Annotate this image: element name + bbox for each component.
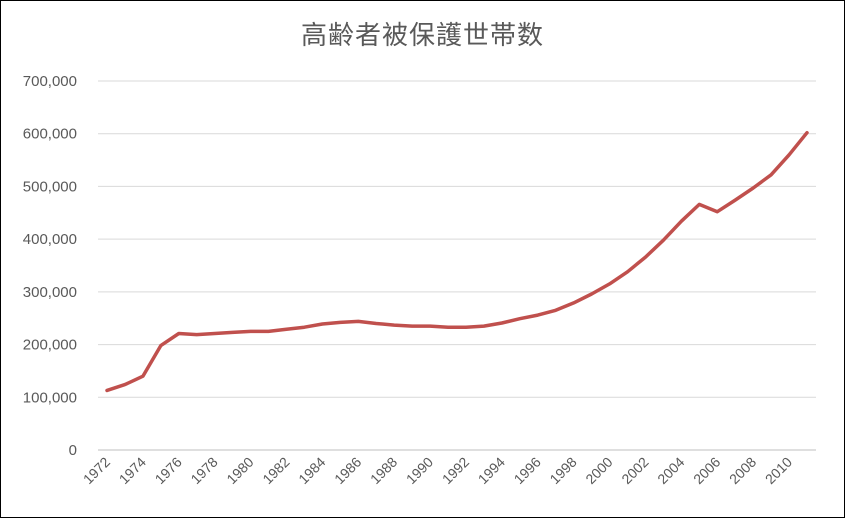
x-tick-label: 1988 [367,454,400,487]
chart-title: 高齢者被保護世帯数 [300,21,544,51]
y-tick-label: 300,000 [23,284,77,301]
x-tick-label: 2004 [654,454,687,487]
x-tick-label: 1996 [511,454,544,487]
y-tick-label: 600,000 [23,126,77,143]
y-tick-label: 700,000 [23,73,77,90]
x-tick-label: 1986 [331,454,364,487]
x-tick-label: 1984 [295,454,328,487]
y-tick-label: 200,000 [23,337,77,354]
x-tick-label: 1990 [403,454,436,487]
x-tick-label: 1974 [116,454,149,487]
series-line [105,130,809,393]
x-tick-label: 1998 [546,454,579,487]
x-tick-label: 1982 [259,454,292,487]
x-tick-label: 2010 [762,454,795,487]
y-tick-label: 400,000 [23,231,77,248]
x-tick-label: 2006 [690,454,723,487]
x-tick-label: 2000 [582,454,615,487]
x-tick-label: 2008 [726,454,759,487]
x-tick-label: 1972 [80,454,113,487]
y-tick-label: 100,000 [23,389,77,406]
x-tick-label: 1976 [152,454,185,487]
x-tick-label: 1978 [187,454,220,487]
y-tick-label: 500,000 [23,178,77,195]
x-tick-label: 2002 [618,454,651,487]
x-tick-label: 1992 [439,454,472,487]
x-tick-label: 1980 [223,454,256,487]
x-tick-label: 1994 [475,454,508,487]
y-tick-label: 0 [69,442,77,459]
